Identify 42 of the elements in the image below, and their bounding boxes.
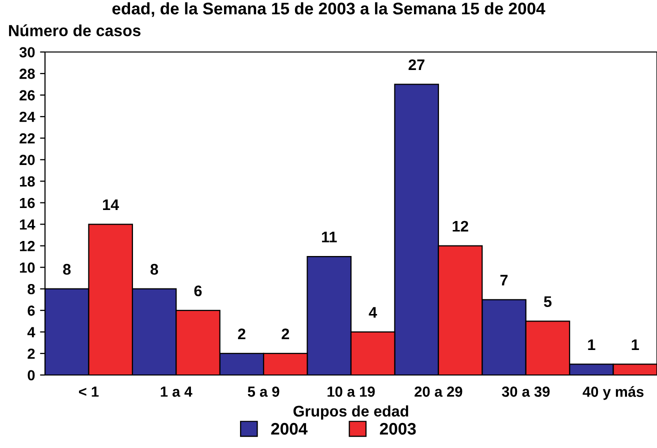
y-tick-label: 8	[28, 284, 35, 294]
legend-label: 2003	[380, 422, 416, 435]
x-tick-label: 10 a 19	[328, 386, 375, 397]
x-tick-label: 40 y más	[582, 386, 644, 400]
y-tick-label: 26	[20, 90, 35, 100]
y-tick-label: 24	[20, 112, 36, 122]
y-tick-label: 14	[20, 220, 36, 230]
data-label: 4	[368, 307, 378, 318]
data-label: 1	[632, 339, 639, 350]
data-label: 8	[150, 264, 158, 275]
y-tick-label: 4	[27, 327, 36, 338]
data-label: 2	[282, 328, 290, 340]
y-tick-label: 16	[20, 198, 35, 208]
y-tick-label: 18	[20, 176, 35, 187]
x-tick-label: 20 a 29	[414, 386, 462, 397]
x-axis-title: Grupos de edad	[293, 405, 408, 420]
data-label: 7	[500, 274, 508, 286]
data-label: 6	[194, 285, 202, 296]
y-tick-label: 12	[20, 240, 35, 252]
y-tick-label: 30	[19, 47, 35, 58]
x-tick-label: 1 a 4	[160, 386, 192, 397]
y-tick-label: 22	[20, 133, 35, 144]
y-axis-title: Número de casos	[9, 24, 140, 36]
data-label: 8	[63, 264, 71, 275]
y-tick-label: 10	[20, 262, 35, 273]
data-label: 1	[588, 339, 596, 350]
x-tick-label: 5 a 9	[248, 386, 280, 397]
y-tick-label: 20	[20, 154, 35, 166]
x-tick-label: < 1	[78, 386, 99, 397]
y-tick-label: 6	[28, 306, 35, 316]
data-label: 5	[544, 296, 552, 308]
data-label: 12	[452, 220, 468, 232]
data-label: 2	[238, 328, 246, 340]
y-tick-label: 28	[20, 68, 35, 79]
data-label: 11	[322, 232, 337, 242]
legend-label: 2004	[271, 422, 308, 435]
y-tick-label: 2	[28, 348, 35, 359]
x-tick-label: 30 a 39	[502, 386, 550, 397]
data-label: 14	[103, 199, 119, 210]
y-tick-label: 0	[28, 370, 35, 380]
data-label: 27	[408, 59, 424, 70]
chart-title: edad, de la Semana 15 de 2003 a la Semana 15 de 2004	[112, 2, 546, 17]
